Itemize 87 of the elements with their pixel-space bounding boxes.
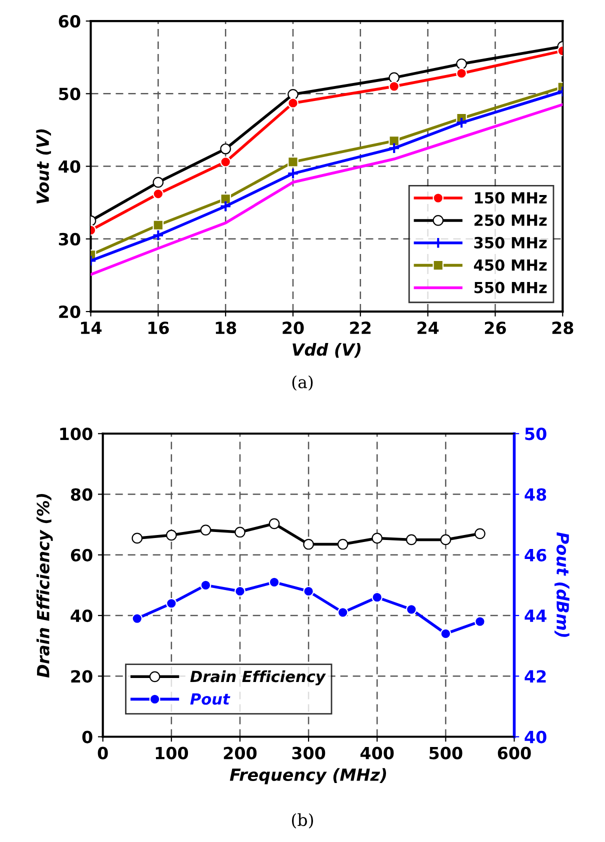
legend-label: 450 MHz [474, 259, 547, 271]
point [288, 88, 298, 100]
y-tick-label: 80 [70, 488, 92, 501]
x-axis-title: Vdd (V) [292, 342, 360, 358]
point [132, 532, 143, 544]
point [200, 524, 212, 536]
point [337, 607, 348, 618]
y-tick-label: 40 [70, 609, 92, 622]
point [220, 200, 232, 212]
legend-label: Drain Efficiency [190, 670, 326, 686]
x-tick-label: 24 [418, 322, 439, 334]
y-axis-title: Vout (V) [36, 129, 52, 204]
point [268, 576, 280, 588]
point [166, 598, 177, 609]
y-tick-label: 20 [59, 306, 80, 318]
x-tick-label: 400 [360, 746, 394, 760]
x-tick-label: 28 [552, 322, 574, 334]
point [372, 592, 383, 603]
y-tick-label: 20 [71, 670, 92, 683]
y2-tick-label: 48 [524, 488, 546, 501]
point [337, 538, 348, 550]
y-tick-label: 40 [58, 160, 80, 173]
x-tick-label: 500 [430, 746, 462, 760]
point [474, 528, 486, 540]
y-tick-label: 0 [82, 730, 92, 744]
point [152, 220, 164, 231]
legend-label: 150 MHz [475, 192, 547, 204]
point [234, 526, 246, 538]
point [456, 58, 467, 70]
y2-tick-label: 42 [524, 670, 546, 682]
legend-label: 550 MHz [474, 282, 547, 294]
y-tick-label: 30 [58, 232, 80, 246]
point [200, 580, 212, 591]
point [152, 229, 164, 242]
x-tick-label: 300 [292, 746, 326, 760]
x-tick-label: 20 [282, 322, 304, 334]
point [388, 72, 400, 84]
x-tick-label: 14 [81, 322, 102, 334]
point [303, 586, 314, 597]
y2-tick-label: 44 [524, 610, 546, 622]
point [406, 534, 417, 546]
point [132, 613, 143, 624]
point [474, 616, 486, 627]
point [288, 156, 298, 168]
point [220, 156, 231, 168]
y-axis-title: Drain Efficiency (%) [36, 494, 53, 678]
x-tick-label: 0 [98, 746, 108, 760]
y-tick-label: 60 [70, 548, 92, 562]
x-tick-label: 600 [498, 746, 531, 760]
point [456, 68, 467, 79]
point [152, 176, 164, 188]
point [372, 532, 383, 544]
y-tick-label: 60 [58, 15, 80, 28]
point [440, 534, 452, 546]
legend-label: 350 MHz [474, 236, 547, 248]
point [234, 586, 246, 597]
y2-tick-label: 40 [524, 730, 546, 744]
y2-tick-label: 46 [524, 548, 546, 562]
text: (a) [292, 375, 313, 391]
point [388, 142, 400, 154]
point [268, 518, 280, 530]
point [440, 628, 452, 640]
point [166, 530, 177, 541]
point [406, 604, 417, 615]
x-tick-label: 200 [224, 746, 257, 760]
point [388, 80, 400, 92]
x-tick-label: 18 [216, 322, 236, 334]
legend-label: Pout [190, 693, 230, 705]
point [152, 188, 164, 200]
x-tick-label: 26 [484, 322, 506, 334]
text: (b) [292, 813, 314, 828]
x-tick-label: 100 [156, 746, 188, 760]
x-tick-label: 22 [350, 322, 371, 334]
point [388, 135, 400, 146]
point [220, 143, 231, 154]
x-axis-title: Frequency (MHz) [230, 768, 386, 784]
point [456, 116, 468, 129]
legend-label: 250 MHz [474, 214, 547, 226]
y-tick-label: 50 [59, 88, 80, 100]
y2-tick-label: 50 [525, 428, 546, 440]
point [287, 168, 299, 180]
y2-axis-title: Pout (dBm) [554, 532, 570, 637]
point [288, 98, 298, 109]
point [220, 194, 231, 204]
point [303, 538, 314, 550]
x-tick-label: 16 [148, 322, 169, 334]
y-tick-label: 100 [60, 428, 92, 440]
